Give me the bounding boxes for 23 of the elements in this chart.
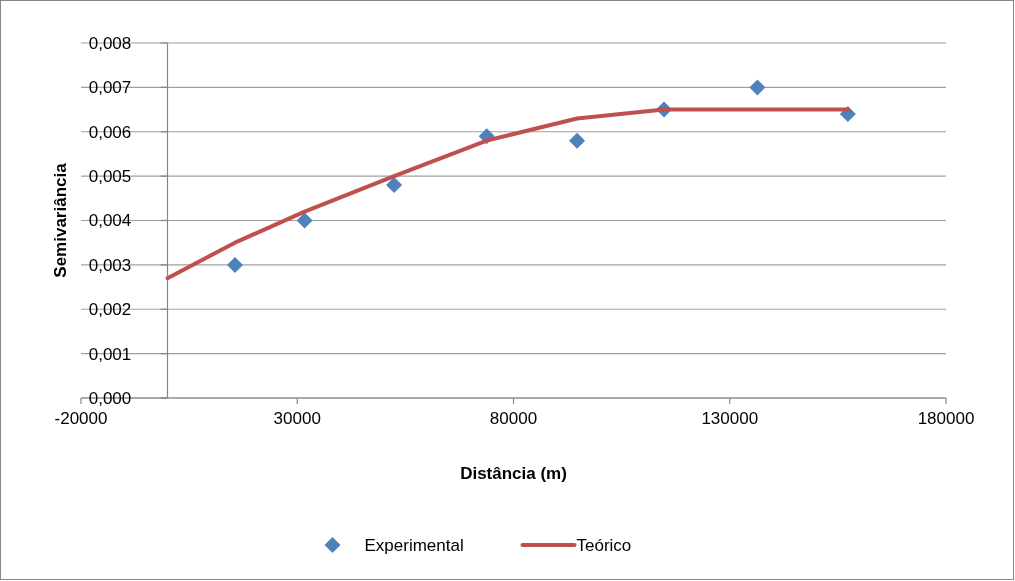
point [226,256,243,273]
x-tick-label: 180000 [917,409,975,428]
y-tick-label: 0,006 [88,122,132,142]
y-tick-label: 0,008 [88,33,132,53]
legend-label: Experimental [364,535,464,555]
y-axis-title: Semivariância [51,162,70,278]
y-tick-label: 0,001 [88,344,132,364]
legend-label: Teórico [576,535,632,555]
x-axis-title: Distância (m) [460,464,567,483]
y-tick-label: 0,007 [88,78,132,98]
point [569,132,586,149]
x-tick-label: -20000 [54,409,108,428]
point [749,79,766,96]
x-tick-label: 80000 [489,409,538,428]
point [386,177,403,193]
point [296,212,313,229]
y-tick-label: 0,002 [88,300,132,320]
y-tick-label: 0,000 [88,388,132,408]
x-tick-label: 30000 [273,409,321,428]
x-tick-label: 130000 [701,409,759,428]
y-tick-label: 0,005 [88,167,132,187]
y-tick-label: 0,003 [88,255,132,275]
y-tick-label: 0,004 [88,211,132,231]
